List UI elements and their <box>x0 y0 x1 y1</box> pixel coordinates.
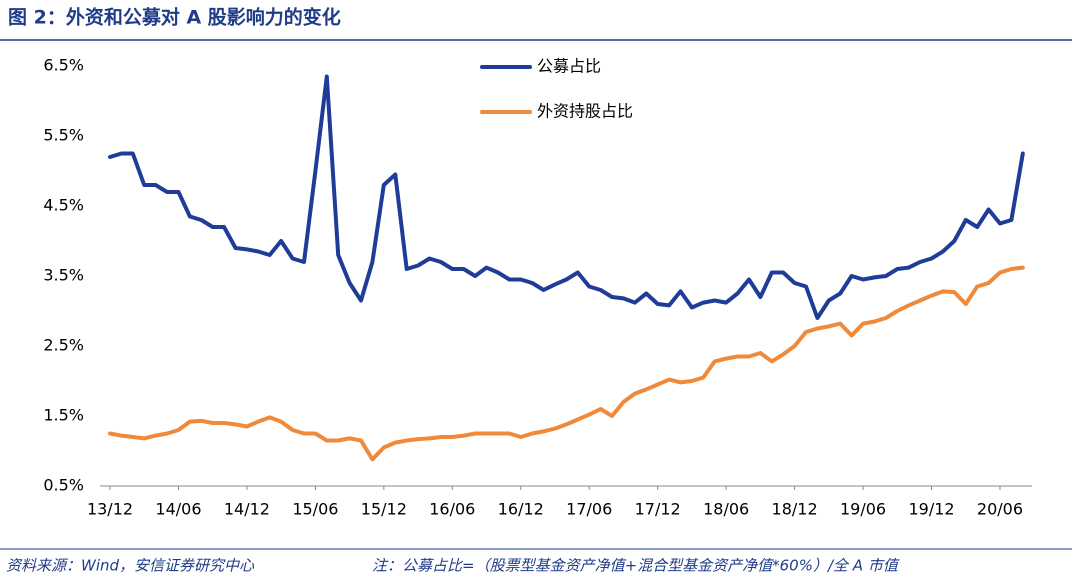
x-tick-label: 19/06 <box>840 500 886 519</box>
x-tick-label: 15/06 <box>292 500 338 519</box>
y-tick-label: 3.5% <box>43 266 84 285</box>
y-tick-label: 2.5% <box>43 336 84 355</box>
x-tick-label: 15/12 <box>361 500 407 519</box>
y-tick-label: 0.5% <box>43 476 84 495</box>
series-line <box>108 265 1025 462</box>
y-tick-label: 6.5% <box>43 56 84 75</box>
x-tick-label: 19/12 <box>908 500 954 519</box>
x-tick-label: 14/12 <box>224 500 270 519</box>
legend-label: 外资持股占比 <box>537 102 633 121</box>
x-tick-label: 18/12 <box>772 500 818 519</box>
y-tick-label: 4.5% <box>43 196 84 215</box>
x-tick-label: 20/06 <box>977 500 1023 519</box>
x-tick-label: 18/06 <box>703 500 749 519</box>
x-tick-label: 14/06 <box>155 500 201 519</box>
chart-title: 图 2：外资和公募对 A 股影响力的变化 <box>8 6 341 29</box>
y-tick-label: 5.5% <box>43 126 84 145</box>
source: 资料来源：Wind，安信证券研究中心 <box>6 557 255 575</box>
note: 注：公募占比=（股票型基金资产净值+混合型基金资产净值*60%）/全 A 市值 <box>372 557 900 575</box>
x-tick-label: 17/06 <box>566 500 612 519</box>
x-tick-label: 17/12 <box>635 500 681 519</box>
x-tick-label: 13/12 <box>87 500 133 519</box>
x-tick-label: 16/06 <box>429 500 475 519</box>
y-tick-label: 1.5% <box>43 406 84 425</box>
series-line <box>108 74 1025 320</box>
legend-label: 公募占比 <box>537 57 601 76</box>
x-tick-label: 16/12 <box>498 500 544 519</box>
